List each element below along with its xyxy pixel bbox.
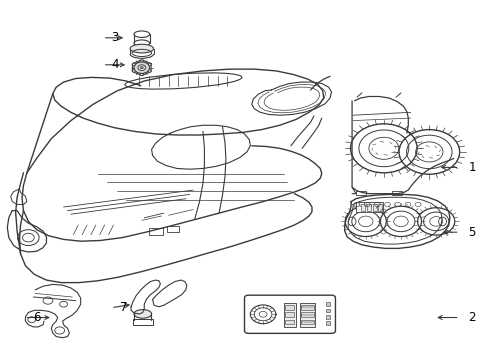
Bar <box>360 204 364 211</box>
Bar <box>285 305 294 310</box>
Bar <box>355 191 365 195</box>
Bar <box>167 226 179 232</box>
Bar <box>299 303 315 327</box>
Bar <box>325 315 329 319</box>
Bar <box>366 204 370 211</box>
Text: 3: 3 <box>111 31 119 44</box>
Bar <box>325 321 329 325</box>
Bar <box>301 305 313 310</box>
Bar <box>355 202 382 212</box>
Bar <box>283 303 295 327</box>
Circle shape <box>140 67 143 69</box>
Circle shape <box>134 62 149 73</box>
Ellipse shape <box>134 310 151 318</box>
Bar <box>285 312 294 317</box>
Text: 4: 4 <box>111 58 119 71</box>
Ellipse shape <box>130 44 153 53</box>
Bar <box>149 228 163 235</box>
Bar <box>133 319 152 325</box>
Bar <box>301 320 313 324</box>
Bar <box>325 309 329 312</box>
Bar <box>285 320 294 324</box>
Text: 1: 1 <box>468 161 475 174</box>
FancyBboxPatch shape <box>244 295 335 333</box>
Bar <box>372 204 376 211</box>
Text: 6: 6 <box>33 311 41 324</box>
Bar <box>391 191 401 195</box>
Bar <box>301 312 313 317</box>
Text: 5: 5 <box>468 226 475 239</box>
Text: 7: 7 <box>120 301 127 314</box>
Text: 2: 2 <box>468 311 475 324</box>
Bar <box>325 302 329 306</box>
Bar <box>377 204 381 211</box>
